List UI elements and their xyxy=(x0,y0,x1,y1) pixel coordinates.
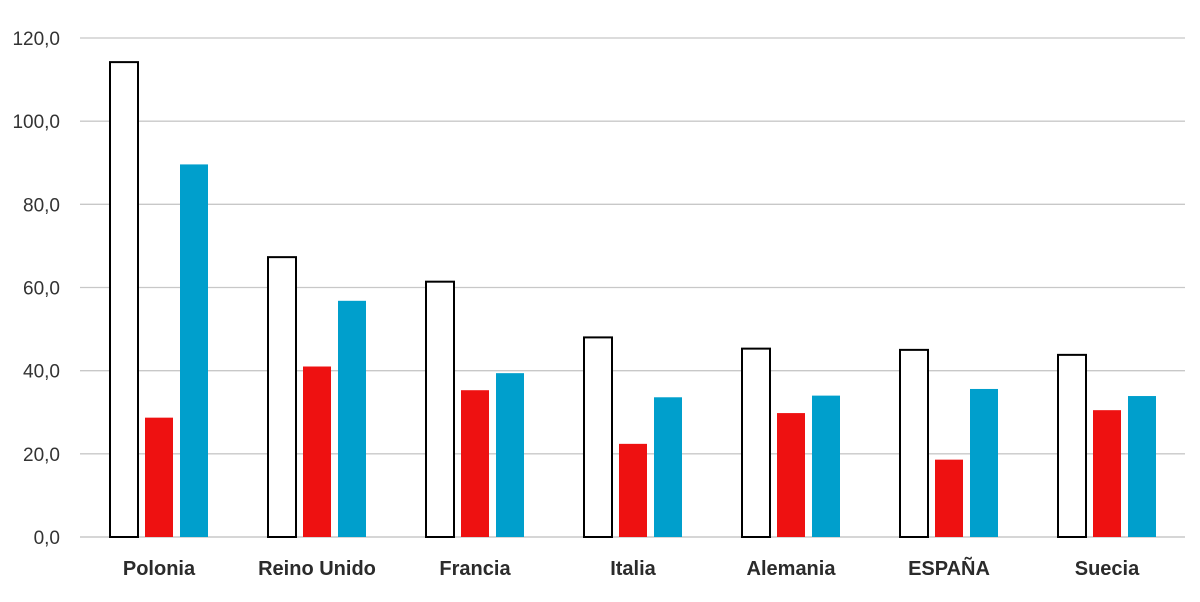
x-category-label: Suecia xyxy=(1075,558,1140,580)
bar-series-2 xyxy=(777,413,805,537)
bar-series-1 xyxy=(109,61,139,538)
y-tick-label: 60,0 xyxy=(23,279,60,300)
bar-series-2 xyxy=(145,417,173,537)
bar-series-2 xyxy=(619,443,647,537)
x-category-label: Polonia xyxy=(123,558,196,580)
x-category-label: Reino Unido xyxy=(258,558,376,580)
x-category-label: Italia xyxy=(610,558,656,580)
bar-series-2 xyxy=(1093,410,1121,537)
y-tick-label: 40,0 xyxy=(23,362,60,383)
y-tick-label: 100,0 xyxy=(12,112,60,133)
x-axis-categories: Polonia Reino Unido Francia Italia Alemania E… xyxy=(123,557,1140,580)
bar-series-2 xyxy=(461,390,489,537)
bar-series-3 xyxy=(654,397,682,537)
x-category-label: Francia xyxy=(439,558,511,580)
bar-series-3 xyxy=(970,388,998,537)
bar-series-1 xyxy=(899,348,929,538)
x-category-label: Alemania xyxy=(747,558,837,580)
bars xyxy=(109,61,1156,539)
x-category-label: ESPAÑA xyxy=(908,557,990,580)
y-tick-label: 0,0 xyxy=(34,528,60,549)
y-tick-label: 80,0 xyxy=(23,195,60,216)
y-tick-label: 20,0 xyxy=(23,445,60,466)
bar-series-1 xyxy=(1057,353,1087,538)
bar-series-3 xyxy=(180,164,208,537)
bar-series-1 xyxy=(741,347,771,538)
bar-series-2 xyxy=(935,459,963,537)
bar-series-1 xyxy=(425,280,455,539)
bar-series-2 xyxy=(303,366,331,537)
bar-series-1 xyxy=(267,256,297,538)
bar-series-3 xyxy=(812,395,840,537)
bar-series-3 xyxy=(338,300,366,537)
bar-series-3 xyxy=(1128,396,1156,537)
bar-series-1 xyxy=(583,336,613,538)
gridlines xyxy=(80,37,1185,538)
y-axis-ticks: 0,0 20,0 40,0 60,0 80,0 100,0 120,0 xyxy=(12,29,60,549)
bar-series-3 xyxy=(496,373,524,537)
y-tick-label: 120,0 xyxy=(12,29,60,50)
